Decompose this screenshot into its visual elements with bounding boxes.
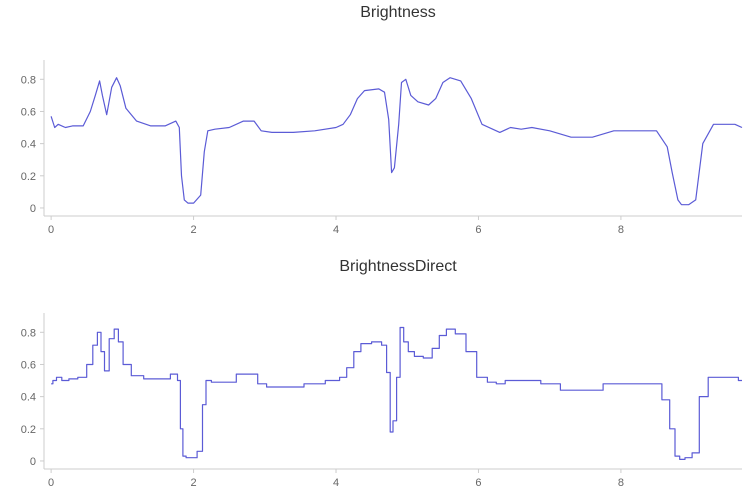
brightness-direct-x-tick-label: 4 (333, 477, 339, 489)
brightness-direct-x-tick-label: 8 (618, 477, 624, 489)
brightness-series-line (50, 77, 743, 206)
brightness-direct-y-tick-label: 0 (30, 456, 36, 468)
brightness-y-tick-label: 0.8 (21, 74, 36, 86)
brightness-x-tick-label: 2 (191, 224, 197, 236)
brightness-direct-y-tick-label: 0.6 (21, 359, 36, 371)
brightness-direct-y-tick-label: 0.2 (21, 424, 36, 436)
brightness-y-tick-label: 0.4 (21, 139, 36, 151)
brightness-y-tick-label: 0.2 (21, 171, 36, 183)
brightness-direct-x-tick-label: 6 (475, 477, 481, 489)
chart-brightness-direct: 0 0.2 0.4 0.6 0.8 0 2 4 6 8 (21, 313, 742, 489)
brightness-direct-x-tick-label: 0 (48, 477, 54, 489)
brightness-direct-y-tick-label: 0.4 (21, 392, 36, 404)
brightness-direct-series-line (51, 326, 742, 460)
brightness-y-tick-label: 0.6 (21, 106, 36, 118)
chart-title-brightness-direct: BrightnessDirect (339, 258, 457, 275)
brightness-direct-y-tick-label: 0.8 (21, 327, 36, 339)
brightness-x-tick-label: 6 (475, 224, 481, 236)
brightness-x-tick-label: 8 (618, 224, 624, 236)
chart-brightness: 0 0.2 0.4 0.6 0.8 0 2 4 6 8 (21, 60, 743, 236)
brightness-x-tick-label: 0 (48, 224, 54, 236)
brightness-direct-x-tick-label: 2 (191, 477, 197, 489)
chart-title-brightness: Brightness (360, 4, 436, 21)
brightness-x-tick-label: 4 (333, 224, 339, 236)
brightness-y-tick-label: 0 (30, 203, 36, 215)
